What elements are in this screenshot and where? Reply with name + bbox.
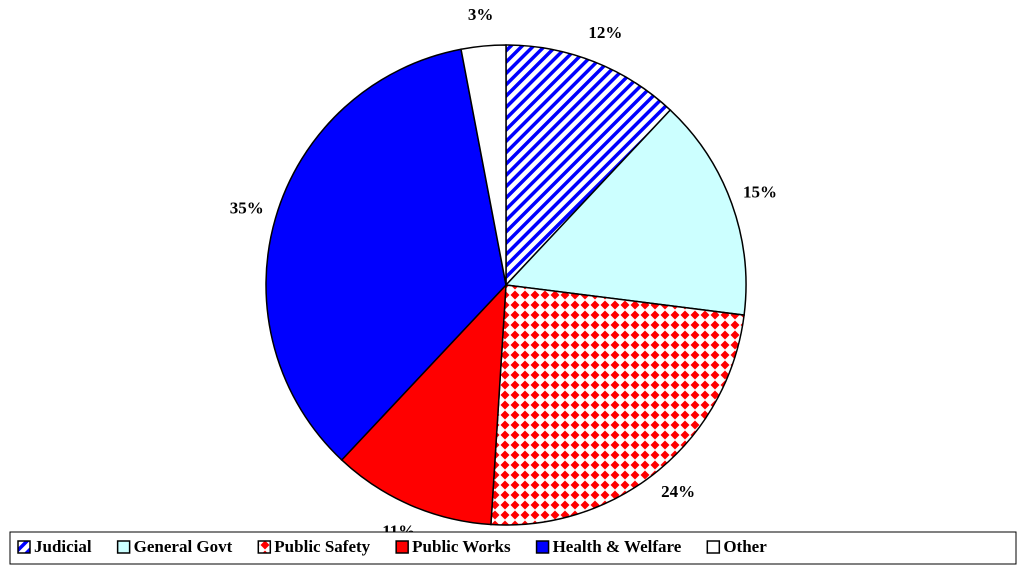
legend-label: Health & Welfare — [553, 537, 682, 556]
legend-swatch — [17, 540, 31, 554]
pie-slice — [340, 282, 507, 526]
pie: 12%15%24%11%35%3% — [230, 5, 777, 541]
pie-slice — [504, 108, 747, 316]
legend-label: Public Works — [412, 537, 511, 556]
legend-label: Judicial — [34, 537, 92, 556]
data-label: 12% — [588, 23, 622, 42]
data-label: 35% — [230, 199, 264, 218]
legend-swatch — [535, 540, 550, 554]
data-label: 15% — [743, 182, 777, 201]
legend-swatch — [395, 540, 409, 554]
pie-slice — [505, 44, 672, 287]
legend-label: General Govt — [134, 537, 233, 556]
legend-swatch — [257, 540, 272, 554]
legend-label: Public Safety — [274, 537, 370, 556]
legend-swatch — [706, 540, 721, 554]
legend-label: Other — [723, 537, 767, 556]
data-label: 3% — [468, 5, 494, 24]
legend-box — [9, 531, 1017, 565]
legend-swatch — [116, 540, 131, 554]
pie-slice — [265, 48, 507, 462]
pie-slice — [460, 44, 507, 286]
legend: Judicial General Govt Public Safety Public … — [17, 537, 767, 556]
pie-slice — [490, 284, 745, 526]
data-label: 24% — [661, 482, 695, 501]
